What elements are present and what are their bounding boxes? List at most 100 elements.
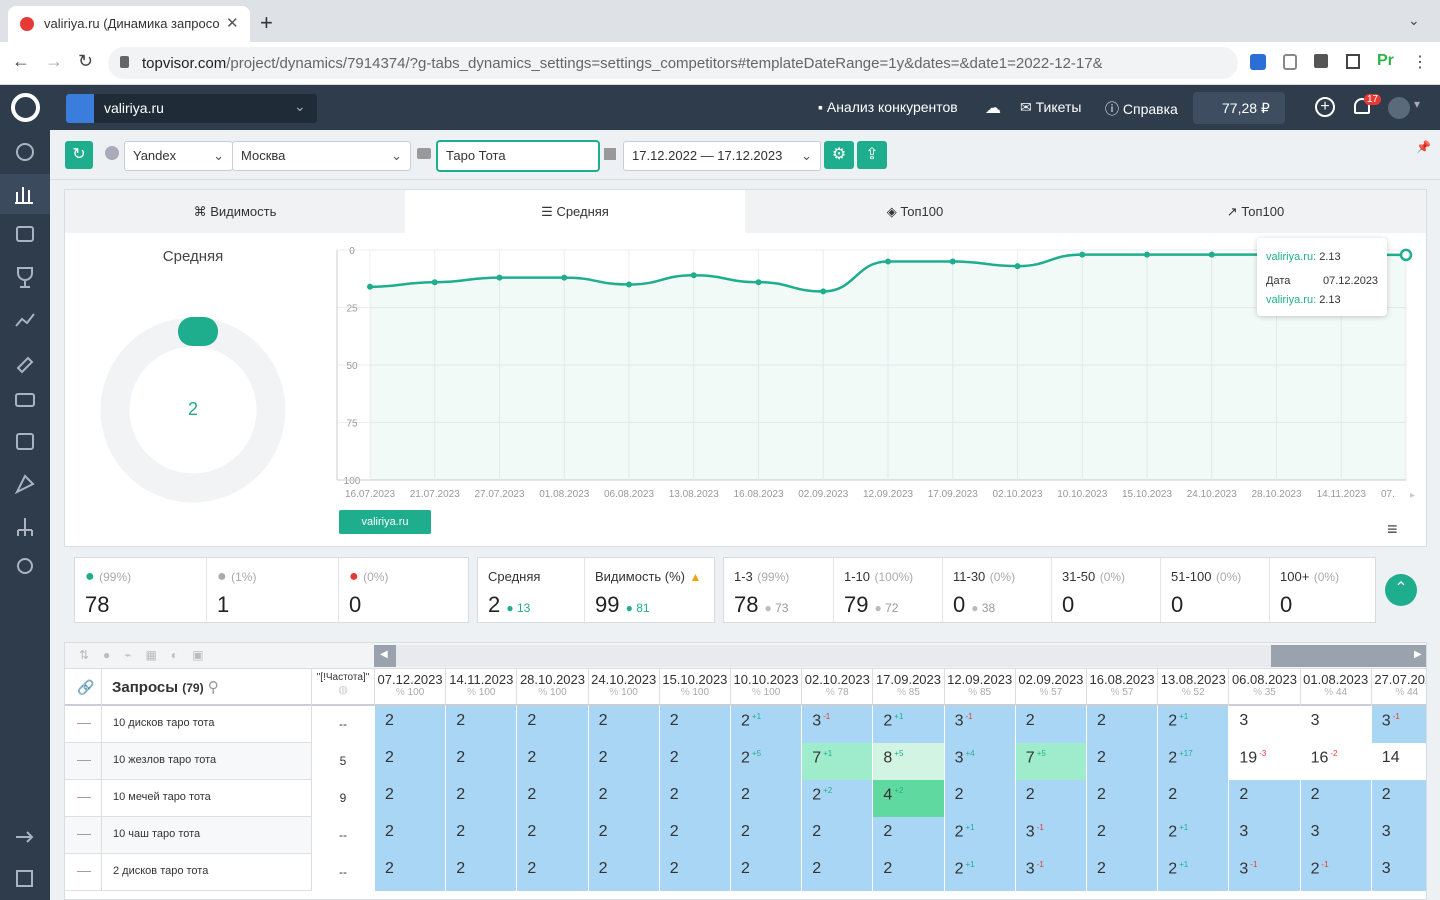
nav-icon[interactable] (16, 433, 34, 450)
position: 3 (1239, 860, 1249, 878)
date-header[interactable]: 14.11.2023% 100 (445, 669, 516, 706)
cloud-icon[interactable]: ☁ (985, 100, 1001, 117)
pin-icon[interactable]: 📌 (1416, 140, 1431, 154)
nav-icon[interactable] (16, 870, 33, 887)
scroll-right[interactable]: ▶ (1414, 649, 1422, 660)
ext-icon[interactable] (1346, 54, 1360, 69)
balance[interactable]: 77,28 ₽ (1193, 92, 1285, 124)
omnibox[interactable]: topvisor.com/project/dynamics/7914374/?g… (108, 47, 1238, 79)
nav-icon[interactable] (17, 267, 33, 288)
export-button[interactable]: ⇪ (857, 141, 887, 169)
nav-icon[interactable] (17, 558, 33, 574)
date-header[interactable]: 17.09.2023% 85 (872, 669, 943, 706)
globe-icon (105, 146, 119, 160)
queries-header[interactable]: Запросы (79) ⚲ (112, 678, 219, 696)
x-tick-label: 28.10.2023 (1251, 489, 1301, 500)
help-link[interactable]: ⓘ Справка (1105, 101, 1178, 117)
new-tab[interactable]: + (260, 10, 273, 35)
forward[interactable]: → (45, 51, 63, 71)
region-select[interactable]: Москва ⌄ (232, 141, 411, 171)
stat-label: 1-10 (844, 569, 871, 584)
nav-icon[interactable] (14, 474, 35, 495)
engine: Yandex (133, 148, 177, 163)
date-header[interactable]: 10.10.2023% 100 (730, 669, 801, 706)
freq-header[interactable]: "[!Частота]" ◍ (311, 669, 374, 706)
position-cell: 3 +4 (943, 743, 1015, 780)
engine-select[interactable]: Yandex ⌄ (124, 141, 233, 171)
arrow: ⌄ (801, 148, 812, 163)
position-cell: 2 (445, 706, 517, 743)
position-cell: 2 (730, 817, 802, 854)
nav-icon[interactable] (15, 313, 35, 327)
date-header[interactable]: 06.08.2023% 35 (1228, 669, 1299, 706)
ext-icon[interactable] (1250, 54, 1266, 70)
date-header[interactable]: 15.10.2023% 100 (658, 669, 730, 706)
reload[interactable]: ↻ (78, 51, 94, 71)
browser-menu[interactable]: ⋮ (1412, 54, 1428, 71)
date-header[interactable]: 12.09.2023% 85 (943, 669, 1015, 706)
position: 2 (741, 712, 750, 730)
date-header[interactable]: 13.08.2023% 52 (1157, 669, 1228, 706)
link-icon[interactable]: 🔗 (77, 679, 95, 695)
tab-active[interactable]: ☰ Средняя (405, 190, 745, 233)
position: 2 (598, 749, 608, 766)
ext-icon[interactable] (1314, 54, 1328, 68)
project-select[interactable]: valiriya.ru ⌄ (66, 94, 317, 123)
date-header[interactable]: 28.10.2023% 100 (516, 669, 587, 706)
back[interactable]: ← (12, 51, 30, 71)
position-cell: 2 (658, 780, 730, 817)
date-header[interactable]: 02.09.2023% 57 (1014, 669, 1086, 706)
ext-icon[interactable]: Pr (1377, 52, 1394, 69)
table-tools[interactable]: ⇅●⌁▦◐▣ (79, 648, 218, 662)
stat-label: 11-30 (953, 569, 986, 584)
tickets-link[interactable]: ✉ Тикеты (1020, 99, 1082, 115)
scroll-thumb[interactable] (396, 645, 1271, 667)
avatar[interactable] (1388, 97, 1410, 119)
nav-icon[interactable] (16, 831, 34, 843)
settings-button[interactable]: ⚙ (824, 141, 854, 169)
ext-icon[interactable] (1283, 54, 1297, 70)
point (690, 272, 697, 279)
date-header[interactable]: 07.12.2023% 100 (374, 669, 445, 706)
competitors-text: Анализ конкурентов (826, 99, 958, 115)
competitors-link[interactable]: ▪ Анализ конкурентов (818, 99, 958, 115)
tab-close[interactable]: ✕ (226, 15, 239, 32)
stat-pct: (99%) (99, 570, 132, 584)
position: 3 (1381, 860, 1391, 877)
position-cell: 2 (445, 817, 517, 854)
date-range[interactable]: 17.12.2022 — 17.12.2023 ⌄ (623, 141, 821, 171)
chart-menu[interactable]: ≡ (1387, 519, 1398, 539)
divider (101, 706, 102, 743)
bell-icon[interactable] (1354, 98, 1370, 114)
collapse-button[interactable]: ⌃ (1385, 574, 1417, 606)
logo[interactable] (11, 93, 40, 122)
nav-icon[interactable] (17, 518, 33, 536)
date-header[interactable]: 27.07.2023% 44 (1370, 669, 1426, 706)
tab[interactable]: ↗ Топ100 (1085, 190, 1426, 233)
position: 3 (954, 749, 964, 767)
date-header[interactable]: 02.10.2023% 78 (801, 669, 872, 706)
group-input[interactable]: Таро Тота (437, 141, 599, 171)
search-icon[interactable]: ⚲ (207, 679, 219, 696)
nav-icon[interactable] (15, 393, 35, 407)
score-value: 100 (692, 687, 710, 698)
stat-change-text: 72 (885, 601, 899, 615)
date-header[interactable]: 24.10.2023% 100 (587, 669, 659, 706)
position: 2 (527, 712, 537, 729)
nav-icon[interactable] (15, 187, 33, 204)
date-header[interactable]: 16.08.2023% 57 (1086, 669, 1157, 706)
tab-menu[interactable]: ⌄ (1408, 12, 1420, 28)
position-change: +5 (894, 749, 904, 758)
nav-icon[interactable] (16, 143, 34, 161)
tab[interactable]: ◈ Топ100 (745, 190, 1085, 233)
scroll-left[interactable]: ◀ (380, 649, 388, 660)
date-header[interactable]: 01.08.2023% 44 (1299, 669, 1371, 706)
nav-icon[interactable] (16, 226, 34, 242)
tab[interactable]: ⌘ Видимость (65, 190, 405, 233)
nav-icon[interactable] (16, 356, 34, 374)
add-button[interactable]: + (1315, 97, 1335, 117)
legend-item[interactable]: valiriya.ru (339, 510, 431, 534)
refresh-button[interactable]: ↻ (65, 141, 93, 169)
h-scrollbar[interactable]: ◀ ▶ (374, 645, 1426, 667)
browser-tab[interactable]: valiriya.ru (Динамика запросо ✕ (8, 6, 250, 42)
